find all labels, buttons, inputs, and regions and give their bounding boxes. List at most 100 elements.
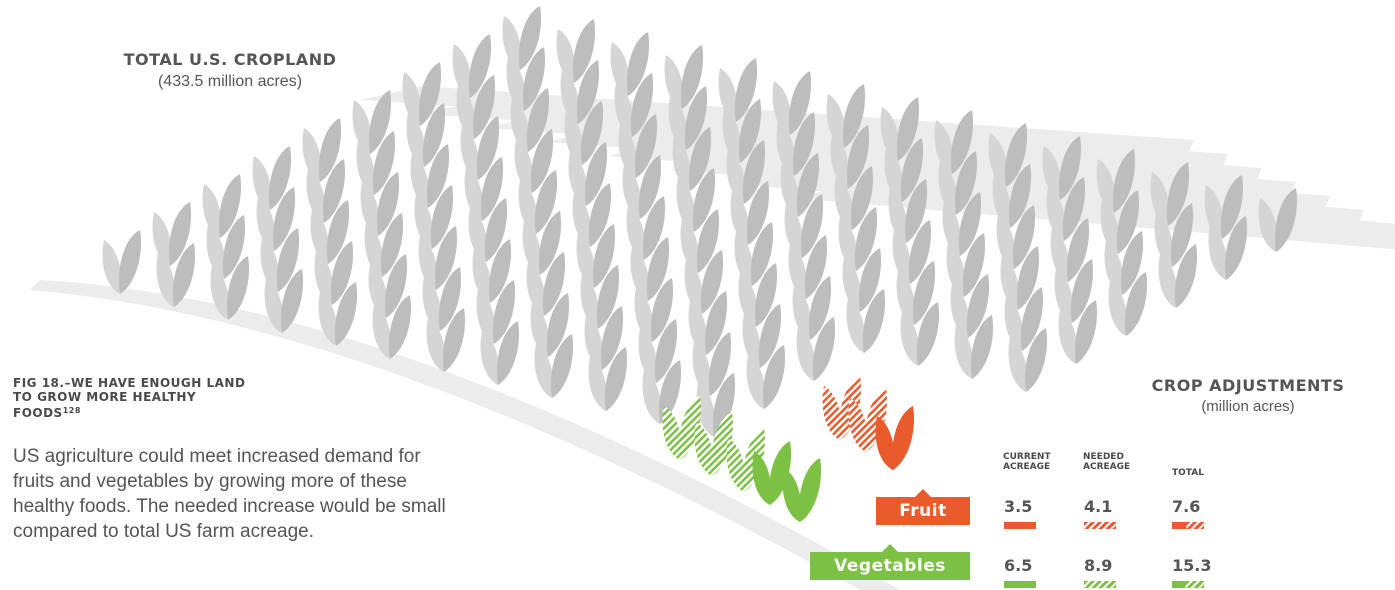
- leaf-right: [850, 166, 874, 230]
- cropland-plant-icon: [1050, 218, 1090, 282]
- fruit-needed-bar: [1084, 522, 1116, 529]
- cropland-plant-icon: [1104, 231, 1144, 295]
- leaf-right: [438, 267, 462, 331]
- figure-reference: 128: [62, 406, 81, 415]
- leaf-right: [966, 274, 990, 338]
- leaf-left: [822, 386, 842, 440]
- leaf-left: [900, 312, 920, 366]
- leaf-right: [168, 202, 192, 266]
- leaf-left: [942, 202, 962, 256]
- cropland-plant-icon: [468, 198, 508, 262]
- leaf-left: [364, 223, 384, 277]
- leaf-right: [576, 60, 600, 124]
- leaf-left: [642, 370, 662, 424]
- leaf-left: [360, 182, 380, 236]
- leaf-left: [772, 81, 792, 135]
- leaf-left: [634, 288, 654, 342]
- cropland-plant-icon: [668, 86, 708, 150]
- leaf-right: [372, 131, 396, 195]
- leaf-left: [696, 383, 716, 437]
- cropland-plant-icon: [934, 110, 974, 174]
- leaf-left: [626, 206, 646, 260]
- leaf-right: [634, 114, 658, 178]
- leaf-right: [600, 306, 624, 370]
- cropland-plant-icon: [838, 207, 878, 271]
- column-header-total: Total: [1172, 468, 1204, 478]
- leaf-right: [492, 280, 516, 344]
- leaf-right: [422, 103, 446, 167]
- cropland-plant-icon: [1158, 244, 1198, 308]
- leaf-left: [318, 292, 338, 346]
- leaf-right: [326, 200, 350, 264]
- leaf-right: [696, 209, 720, 273]
- leaf-left: [306, 169, 326, 223]
- cropland-subtitle: (433.5 million acres): [157, 73, 303, 90]
- leaf-right: [276, 228, 300, 292]
- cropland-plant-icon: [568, 142, 608, 206]
- leaf-right: [678, 396, 702, 460]
- fruit-vegetable-plants: [662, 376, 915, 522]
- leaf-right: [891, 406, 915, 470]
- cropland-plant-icon: [426, 308, 466, 372]
- leaf-right: [734, 58, 758, 122]
- leaf-left: [584, 316, 604, 370]
- fruit-label-pointer: [915, 489, 931, 497]
- cropland-plant-icon: [506, 47, 546, 111]
- leaf-right: [954, 151, 978, 215]
- leaf-left: [480, 331, 500, 385]
- leaf-right: [1074, 300, 1098, 364]
- cropland-plant-icon: [638, 319, 678, 383]
- leaf-right: [222, 215, 246, 279]
- leaf-left: [534, 344, 554, 398]
- cropland-plant-icon: [564, 101, 604, 165]
- cropland-plant-icon: [364, 213, 404, 277]
- leaf-right: [592, 224, 616, 288]
- leaf-left: [572, 193, 592, 247]
- leaf-left: [950, 284, 970, 338]
- leaf-right: [642, 196, 666, 260]
- leaf-right: [858, 248, 882, 312]
- leaf-left: [1058, 310, 1078, 364]
- leaf-right: [538, 211, 562, 275]
- leaf-left: [1100, 200, 1120, 254]
- cropland-plant-icon: [946, 233, 986, 297]
- leaf-left: [680, 219, 700, 273]
- leaf-left: [102, 240, 122, 294]
- leaf-right: [484, 198, 508, 262]
- fruit-current-bar: [1004, 522, 1036, 529]
- leaf-right: [1224, 216, 1248, 280]
- leaf-right: [1008, 164, 1032, 228]
- leaf-right: [322, 159, 346, 223]
- cropland-plant-icon: [634, 278, 674, 342]
- leaf-left: [875, 416, 895, 470]
- cropland-plant-icon: [730, 181, 770, 245]
- vegetables-current-value: 6.5: [1004, 556, 1033, 575]
- leaf-right: [476, 116, 500, 180]
- leaf-right: [704, 291, 728, 355]
- leaf-left: [684, 260, 704, 314]
- figure-description: US agriculture could meet increased dema…: [13, 446, 446, 542]
- cropland-plant-icon: [896, 261, 936, 325]
- fruit-current-value: 3.5: [1004, 497, 1033, 516]
- cropland-plant-icon: [796, 317, 836, 381]
- leaf-left: [356, 141, 376, 195]
- cropland-plant-icon: [534, 334, 574, 398]
- cropland-plant-icon: [156, 243, 196, 307]
- leaf-left: [456, 85, 476, 139]
- leaf-left: [1042, 146, 1062, 200]
- leaf-right: [742, 140, 766, 204]
- leaf-right: [680, 45, 704, 109]
- leaf-right: [710, 412, 734, 476]
- leaf-left: [996, 215, 1016, 269]
- leaf-right: [430, 185, 454, 249]
- cropland-plant-icon: [772, 71, 812, 135]
- leaf-left: [264, 279, 284, 333]
- leaf-left: [368, 264, 388, 318]
- cropland-plant-icon: [584, 306, 624, 370]
- cropland-plant-icon: [630, 237, 670, 301]
- leaf-right: [534, 170, 558, 234]
- leaf-left: [1150, 172, 1170, 226]
- crop-adjustments-subtitle: (million acres): [1201, 398, 1295, 415]
- leaf-right: [738, 99, 762, 163]
- leaf-left: [372, 305, 392, 359]
